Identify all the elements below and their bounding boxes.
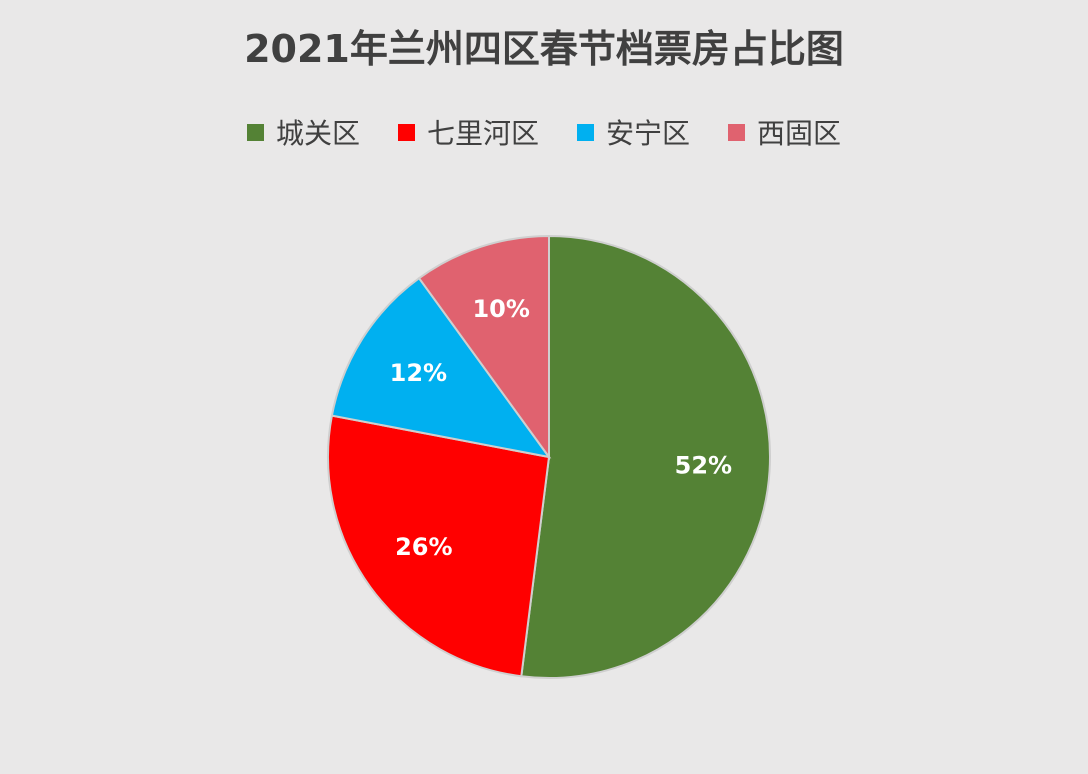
legend-item: 安宁区 [577, 112, 690, 152]
pie-slice [330, 276, 552, 459]
data-label: 52% [675, 452, 732, 480]
legend-label: 城关区 [275, 117, 360, 150]
data-label: 26% [395, 533, 452, 561]
legend-swatch [397, 123, 415, 141]
chart-title: 2021年兰州四区春节档票房占比图 [244, 27, 844, 71]
legend-label: 西固区 [757, 117, 842, 150]
legend: 城关区 七里河区 安宁区 西固区 [0, 112, 1088, 152]
legend-swatch [728, 123, 746, 141]
pie-slice [417, 234, 550, 461]
legend-item: 城关区 [246, 112, 360, 152]
legend-item: 西固区 [728, 112, 841, 152]
legend-label: 七里河区 [426, 117, 539, 150]
data-label: 12% [390, 359, 447, 387]
legend-swatch [577, 123, 594, 141]
legend-swatch [246, 123, 264, 141]
legend-item: 七里河区 [397, 112, 539, 152]
data-label: 10% [472, 295, 529, 323]
pie-slice [327, 414, 551, 678]
legend-label: 安宁区 [606, 117, 691, 150]
pie-slice [520, 234, 771, 679]
